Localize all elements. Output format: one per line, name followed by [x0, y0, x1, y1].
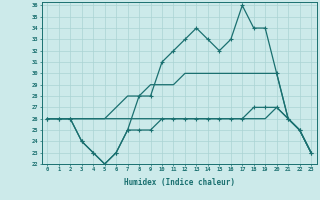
X-axis label: Humidex (Indice chaleur): Humidex (Indice chaleur) [124, 178, 235, 187]
